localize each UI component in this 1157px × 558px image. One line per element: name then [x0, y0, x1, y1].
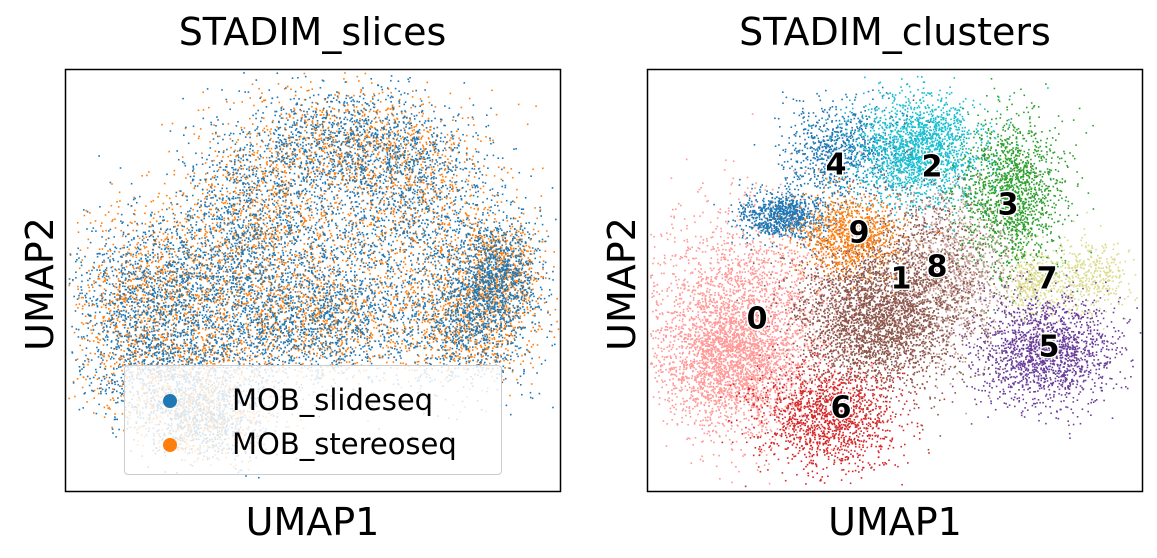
x-axis-label: UMAP1 — [647, 500, 1143, 544]
cluster-5-points — [929, 266, 1142, 439]
y-axis-label: UMAP2 — [18, 204, 62, 364]
clusters-scatter-plot: 0 6 4 2 3 7 5 819 — [646, 68, 1144, 493]
cluster-3-points — [927, 78, 1095, 315]
legend-item-slideseq: MOB_slideseq — [125, 380, 501, 420]
slices-panel: STADIM_slices UMAP1 UMAP2 MOB_slideseq M… — [0, 0, 578, 558]
legend-marker — [163, 394, 177, 408]
cluster-2-points — [808, 75, 1049, 243]
cluster-label-8: 8 — [927, 250, 948, 285]
legend-item-stereoseq: MOB_stereoseq — [125, 424, 501, 464]
y-axis-label: UMAP2 — [600, 204, 644, 364]
cluster-4-points — [713, 86, 931, 255]
legend-marker — [163, 438, 177, 452]
chart-title: STADIM_clusters — [647, 10, 1143, 54]
cluster-label-5: 5 — [1039, 330, 1060, 365]
cluster-label-2: 2 — [922, 150, 943, 185]
cluster-label-1: 1 — [891, 262, 912, 297]
cluster-label-0: 0 — [747, 302, 768, 337]
legend: MOB_slideseq MOB_stereoseq — [124, 365, 502, 475]
chart-title: STADIM_slices — [64, 10, 561, 54]
plot-frame — [64, 68, 562, 493]
plot-frame — [646, 68, 1144, 493]
cluster-9-points — [773, 168, 941, 296]
cluster-0-points — [650, 113, 946, 485]
cluster-label-6: 6 — [831, 391, 852, 426]
cluster-label-7: 7 — [1037, 262, 1058, 297]
cluster-label-9: 9 — [849, 216, 870, 251]
x-axis-label: UMAP1 — [64, 500, 561, 544]
cluster-label-4: 4 — [826, 148, 847, 183]
legend-label: MOB_stereoseq — [232, 424, 457, 464]
cluster-label-3: 3 — [998, 188, 1019, 223]
legend-label: MOB_slideseq — [232, 380, 433, 420]
